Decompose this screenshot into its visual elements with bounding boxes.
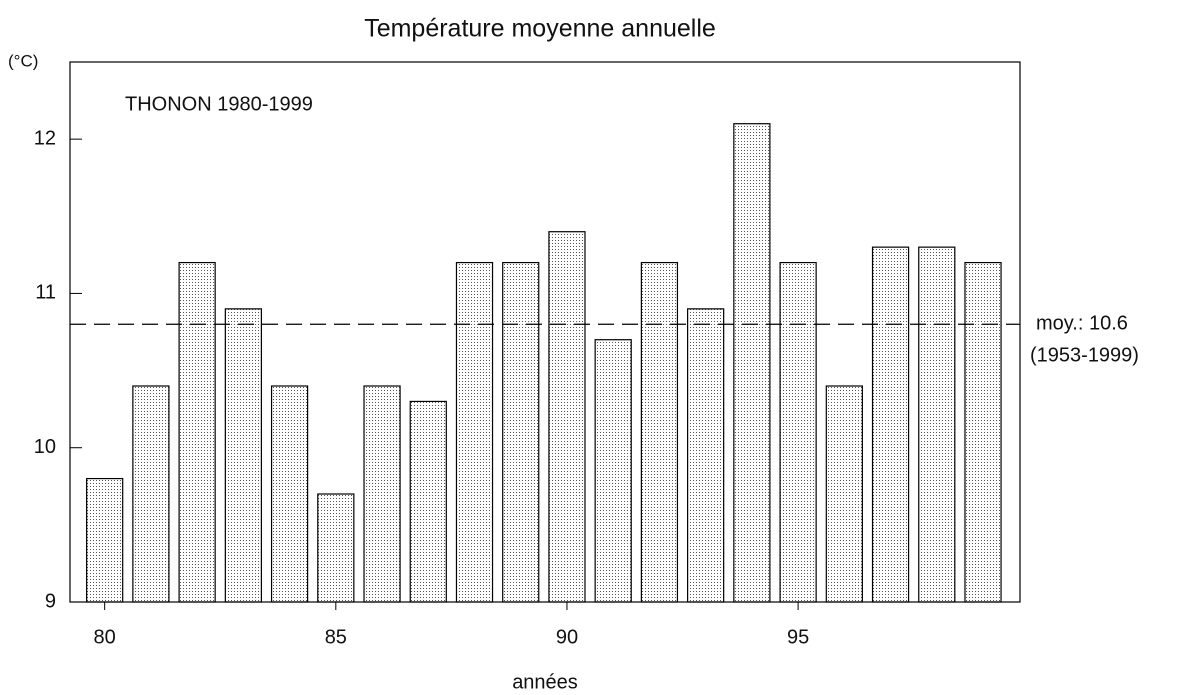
plot-frame: [69, 61, 1021, 603]
x-tick-label: 80: [94, 626, 116, 648]
bar: [733, 123, 771, 603]
bar: [594, 339, 632, 603]
x-axis-label: années: [512, 671, 578, 693]
y-tick-label: 12: [34, 127, 56, 149]
x-tick-label: 90: [556, 626, 578, 648]
reference-sublabel: (1953-1999): [1030, 345, 1139, 367]
bar: [178, 261, 216, 603]
reference-label: moy.: 10.6: [1036, 313, 1128, 335]
bar: [455, 261, 494, 603]
x-tick-label: 85: [325, 626, 347, 648]
bar: [132, 385, 170, 603]
bar: [640, 261, 679, 603]
y-axis-label: (°C): [8, 51, 38, 70]
bar: [871, 246, 910, 603]
bar: [502, 261, 540, 603]
y-tick-label: 10: [34, 436, 56, 458]
y-tick-label: 9: [45, 590, 56, 612]
bar: [825, 385, 863, 603]
bar: [224, 308, 262, 603]
bar: [779, 261, 817, 603]
chart-title: Température moyenne annuelle: [364, 15, 716, 43]
bar: [687, 308, 725, 603]
bar: [317, 493, 355, 603]
bar: [86, 477, 124, 603]
annotation: THONON 1980-1999: [125, 93, 313, 115]
bar: [409, 400, 447, 603]
x-tick-label: 95: [787, 626, 809, 648]
bar: [548, 231, 586, 603]
y-tick-label: 11: [35, 282, 56, 304]
bar: [363, 385, 401, 603]
bar: [964, 261, 1002, 603]
bar: [918, 246, 956, 603]
bar: [270, 385, 309, 603]
